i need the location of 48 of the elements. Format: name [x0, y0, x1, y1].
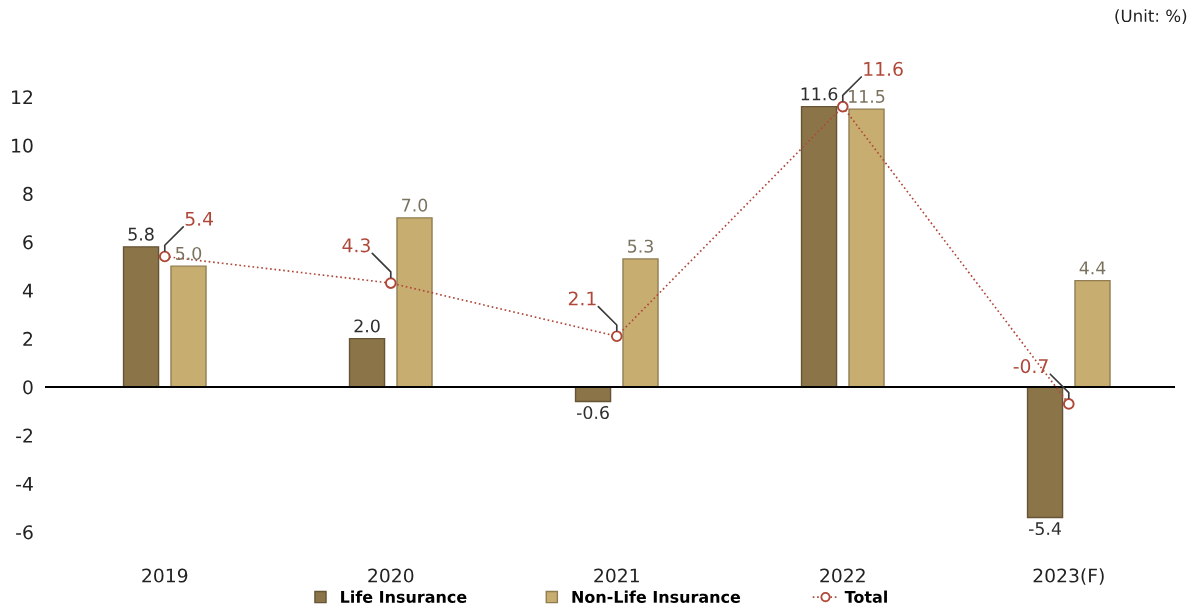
- y-tick-label: 0: [23, 380, 33, 395]
- data-label: 11.6: [801, 87, 838, 101]
- bar: [122, 246, 160, 388]
- data-label: 4.4: [1079, 261, 1106, 275]
- data-label: 2.1: [568, 291, 596, 306]
- bar: [848, 108, 885, 388]
- x-tick-label: 2019: [142, 568, 188, 583]
- bar: [348, 337, 386, 388]
- y-tick-label: 2: [23, 331, 33, 346]
- y-tick-label: -4: [16, 477, 33, 491]
- point: [158, 250, 171, 263]
- y-tick-label: 12: [12, 90, 33, 105]
- bar: [170, 265, 207, 388]
- data-label: 5.8: [128, 227, 154, 241]
- point: [836, 100, 849, 113]
- data-label: 11.6: [864, 61, 903, 76]
- point: [1062, 398, 1075, 410]
- bar: [396, 217, 433, 388]
- point: [384, 277, 397, 289]
- legend-label: Non-Life Insurance: [572, 590, 741, 603]
- text: (Unit: %): [1115, 9, 1187, 25]
- bar: [622, 258, 659, 388]
- data-label: 5.3: [628, 239, 653, 253]
- data-label: 7.0: [402, 198, 428, 212]
- x-tick-label: 2020: [368, 568, 414, 583]
- y-tick-label: -6: [16, 525, 33, 540]
- bar: [1074, 279, 1111, 388]
- x-tick-label: 2022: [820, 568, 865, 583]
- legend-label: Total: [844, 590, 887, 603]
- data-label: -0.6: [576, 405, 609, 420]
- y-tick-label: -2: [16, 428, 33, 443]
- data-label: 2.0: [354, 319, 380, 333]
- bar: [800, 105, 838, 388]
- y-tick-label: 10: [12, 138, 33, 153]
- data-label: -5.4: [1028, 522, 1062, 536]
- x-tick-label: 2023(F): [1033, 568, 1104, 585]
- legend-label: Life Insurance: [341, 590, 467, 603]
- point: [610, 330, 623, 343]
- data-label: -0.7: [1013, 359, 1048, 374]
- data-label: 11.5: [849, 90, 885, 103]
- data-label: 4.3: [342, 238, 370, 253]
- data-label: 5.0: [176, 246, 202, 261]
- y-tick-label: 6: [23, 235, 33, 250]
- x-tick-label: 2021: [594, 568, 639, 583]
- y-tick-label: 8: [23, 186, 33, 202]
- data-label: 5.4: [185, 211, 213, 226]
- bar: [1026, 386, 1064, 519]
- y-tick-label: 4: [22, 283, 33, 298]
